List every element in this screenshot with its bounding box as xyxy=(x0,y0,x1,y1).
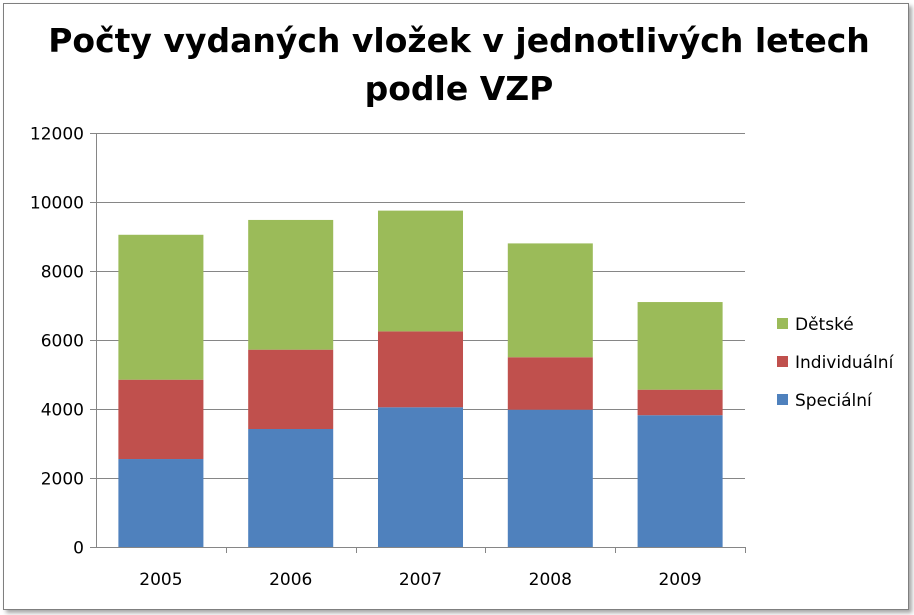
bar-2009-2 xyxy=(637,389,723,416)
bar-2009-3 xyxy=(637,302,723,390)
bar-2005-2 xyxy=(118,379,204,460)
gridlines xyxy=(96,133,745,479)
x-tick-label: 2005 xyxy=(139,570,182,590)
x-tick-label: 2008 xyxy=(529,570,572,590)
legend-label: Dětské xyxy=(795,315,854,335)
bar-2007-1 xyxy=(377,407,464,547)
y-tick-label: 0 xyxy=(73,539,84,559)
y-tick-label: 10000 xyxy=(30,194,84,214)
x-tick-label: 2009 xyxy=(658,570,701,590)
x-tick-label: 2006 xyxy=(269,570,312,590)
y-tick-label: 12000 xyxy=(30,125,84,145)
axes: 0 2000 4000 6000 8000 10000 12000 2005 2006 2007 2… xyxy=(30,125,746,590)
y-tick-label: 8000 xyxy=(41,263,84,283)
bar-2006-1 xyxy=(248,429,334,547)
legend-swatch xyxy=(777,318,788,329)
chart-title-line-2: podle VZP xyxy=(365,69,554,108)
legend-label: Individuální xyxy=(795,353,895,373)
bar-2008-3 xyxy=(507,243,593,358)
y-tick-label: 4000 xyxy=(41,401,84,421)
x-tick-label: 2007 xyxy=(399,570,442,590)
chart-title-line-1: Počty vydaných vložek v jednotlivých let… xyxy=(48,21,870,60)
bar-2009-1 xyxy=(637,415,723,547)
bar-2005-3 xyxy=(118,234,204,380)
bars xyxy=(118,210,723,547)
bar-2007-2 xyxy=(377,331,464,408)
bar-2006-3 xyxy=(248,219,334,350)
legend-swatch xyxy=(777,394,788,405)
y-tick-label: 2000 xyxy=(41,470,84,490)
bar-2007-3 xyxy=(377,210,464,332)
legend-swatch xyxy=(777,356,788,367)
y-tick-label: 6000 xyxy=(41,332,84,352)
bar-2006-2 xyxy=(248,349,334,430)
legend-label: Speciální xyxy=(795,391,873,411)
bar-2008-1 xyxy=(507,409,593,547)
bar-2008-2 xyxy=(507,357,593,410)
bar-2005-1 xyxy=(118,459,204,547)
legend: Dětské Individuální Speciální xyxy=(777,315,895,411)
